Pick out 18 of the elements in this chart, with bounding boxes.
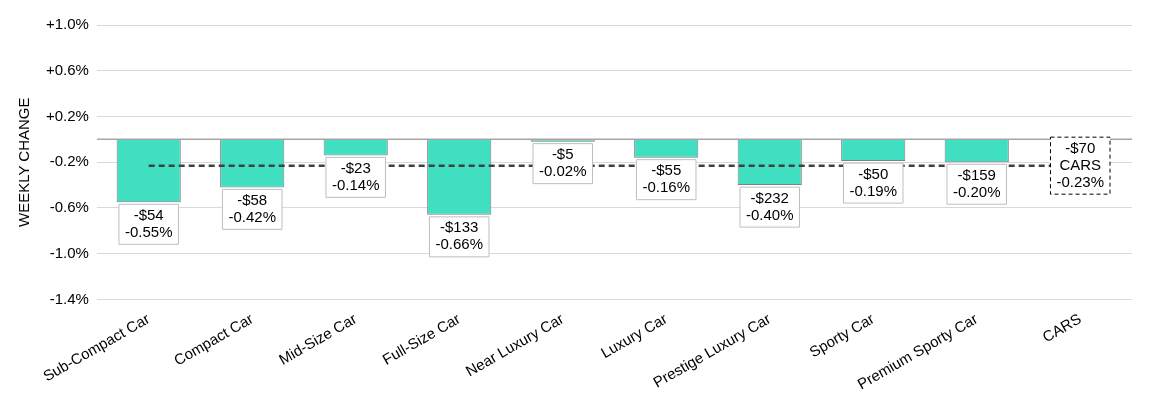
- data-label: -$58 -0.42%: [228, 191, 276, 226]
- data-label: -$23 -0.14%: [331, 159, 380, 194]
- data-label: -$5 -0.02%: [538, 145, 587, 180]
- data-label: -$133 -0.66%: [435, 218, 483, 253]
- y-tick-label: +1.0%: [46, 15, 89, 33]
- data-label: -$232 -0.40%: [745, 188, 794, 223]
- y-tick-label: +0.6%: [46, 60, 89, 78]
- y-tick-label: -0.2%: [49, 152, 89, 170]
- y-tick-label: -1.0%: [49, 243, 89, 261]
- ref-line-label: -$70 CARS -0.23%: [1056, 138, 1105, 190]
- data-label: -$54 -0.55%: [124, 205, 173, 240]
- data-label: -$50 -0.19%: [849, 164, 897, 199]
- data-label: -$55 -0.16%: [642, 161, 690, 196]
- y-tick-label: -1.4%: [49, 289, 89, 307]
- y-tick-label: +0.2%: [46, 106, 89, 124]
- data-label: -$159 -0.20%: [952, 165, 1001, 200]
- y-tick-label: -0.6%: [49, 198, 89, 216]
- y-axis-title: WEEKLY CHANGE: [15, 97, 33, 227]
